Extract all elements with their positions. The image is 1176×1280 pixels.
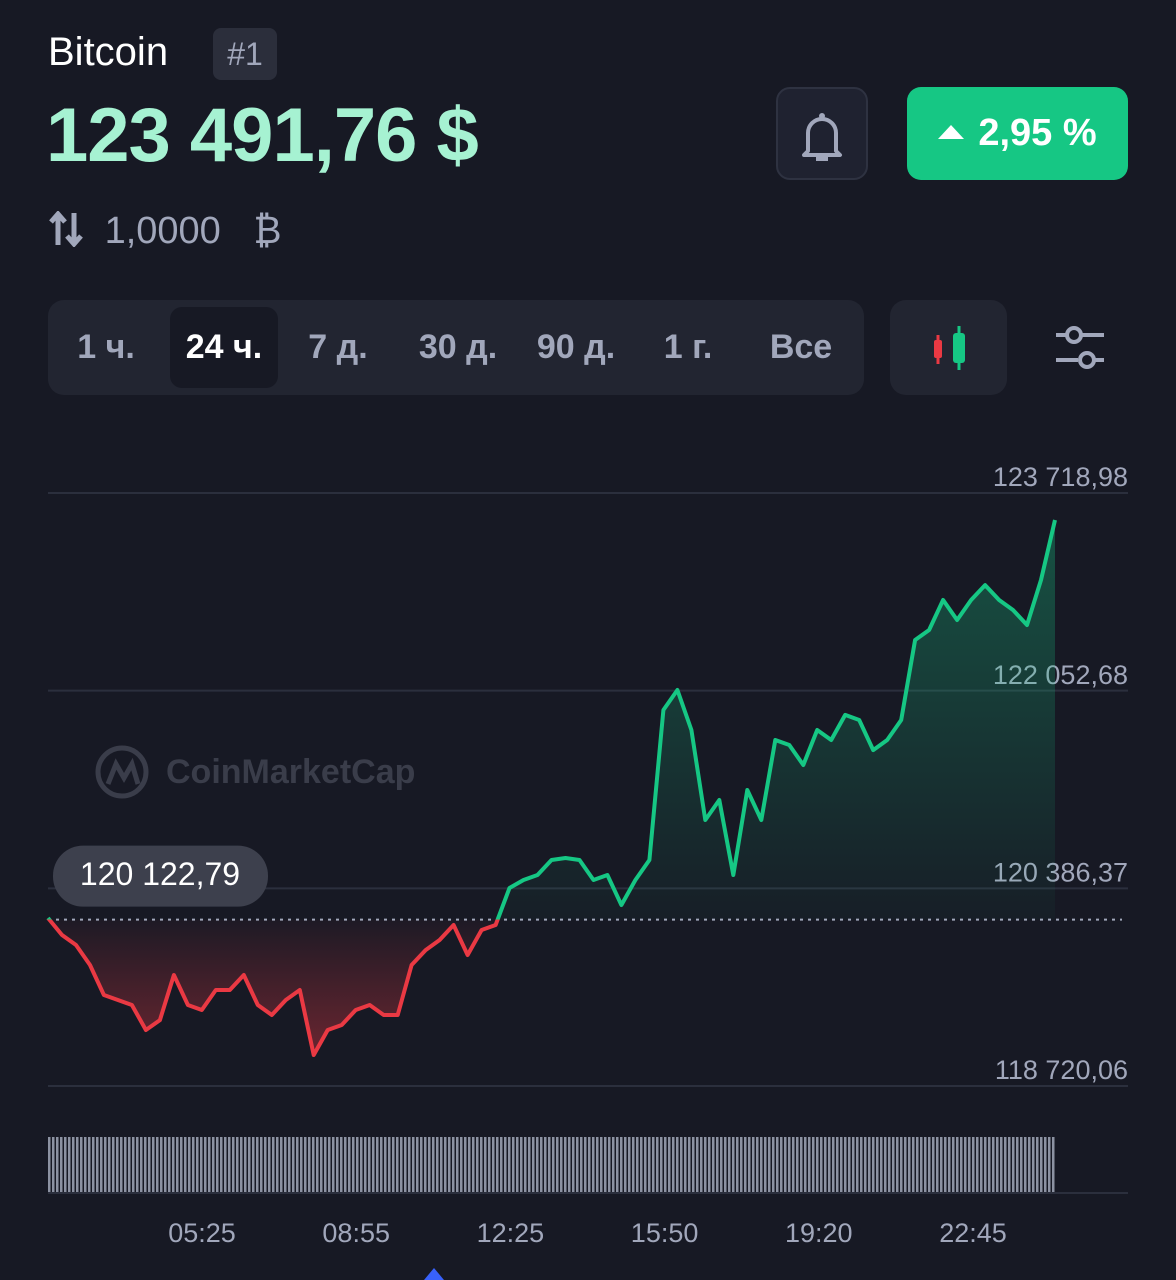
- watermark-text: CoinMarketCap: [166, 753, 415, 791]
- timeframe-tab[interactable]: 1 ч.: [77, 328, 135, 366]
- timeframe-tab[interactable]: 24 ч.: [170, 307, 278, 388]
- candle-icon: [934, 326, 965, 370]
- amount-row[interactable]: 1,0000 ₿: [48, 210, 282, 253]
- timeframe-tabs: 1 ч. 24 ч. 7 д. 30 д. 90 д. 1 г. Все: [48, 300, 864, 395]
- volume-bars: [48, 1137, 1055, 1193]
- timeframe-tab[interactable]: Все: [769, 328, 833, 366]
- baseline-pill: [53, 845, 268, 907]
- x-tick-label: 15:50: [631, 1218, 699, 1248]
- x-tick-label: 12:25: [477, 1218, 545, 1248]
- price-line: [46, 519, 1057, 1057]
- unit: ₿: [253, 210, 282, 252]
- price: 123 491,76 $: [46, 93, 479, 178]
- price-area: [48, 520, 1055, 1055]
- change-text: 2,95 %: [978, 112, 1097, 154]
- swap-icon: [49, 210, 83, 248]
- scroll-indicator: [424, 1268, 444, 1280]
- timeframe-tab[interactable]: 90 д.: [536, 328, 616, 366]
- amount: 1,0000: [104, 210, 221, 252]
- bell-icon: [802, 113, 842, 161]
- rank-badge: #1: [213, 28, 277, 80]
- timeframe-tab[interactable]: 7 д.: [308, 328, 368, 366]
- candle-toggle[interactable]: [890, 300, 1007, 395]
- x-tick-label: 05:25: [168, 1218, 236, 1248]
- timeframe-tab[interactable]: 1 г.: [663, 328, 713, 366]
- baseline-label: 120 122,79: [80, 856, 240, 892]
- change-badge[interactable]: 2,95 %: [907, 87, 1128, 180]
- y-tick-label: 118 720,06: [995, 1055, 1128, 1085]
- x-tick-label: 08:55: [322, 1218, 390, 1248]
- x-tick-label: 22:45: [939, 1218, 1007, 1248]
- alert-button[interactable]: [776, 87, 868, 180]
- y-tick-label: 123 718,98: [993, 462, 1128, 492]
- timeframe-tab[interactable]: 30 д.: [418, 328, 498, 366]
- coin-name: Bitcoin: [48, 30, 169, 74]
- x-tick-label: 19:20: [785, 1218, 853, 1248]
- watermark: CoinMarketCap: [95, 745, 415, 799]
- settings-icon[interactable]: [1056, 326, 1104, 369]
